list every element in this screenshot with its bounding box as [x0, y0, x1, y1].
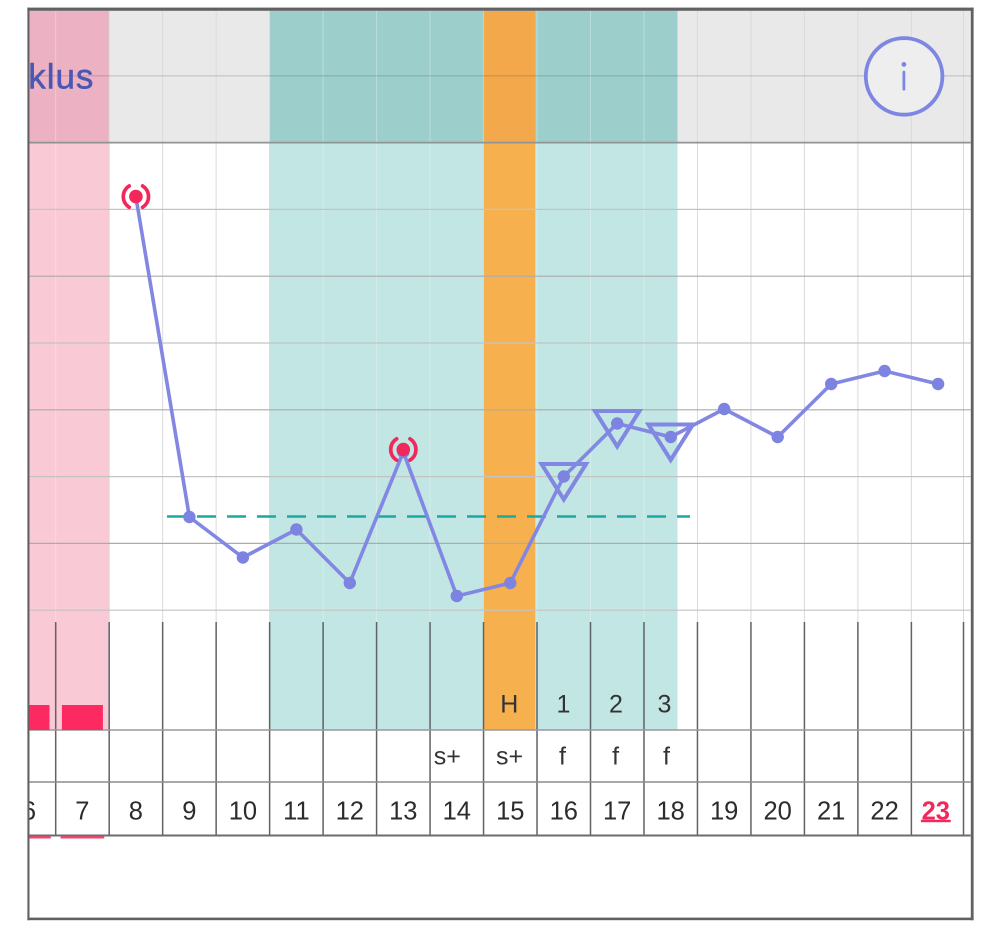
svg-text:11: 11: [283, 797, 309, 825]
svg-text:20: 20: [764, 797, 792, 825]
svg-text:s+: s+: [496, 743, 523, 771]
svg-text:s+: s+: [434, 743, 461, 771]
svg-text:f: f: [559, 743, 566, 771]
svg-text:8: 8: [129, 797, 143, 825]
svg-text:2: 2: [609, 691, 623, 719]
svg-text:14: 14: [443, 797, 471, 825]
svg-text:9: 9: [182, 797, 196, 825]
svg-text:12: 12: [336, 797, 364, 825]
svg-text:f: f: [663, 743, 670, 771]
svg-text:1: 1: [556, 691, 570, 719]
svg-text:21: 21: [817, 797, 845, 825]
svg-text:7: 7: [75, 797, 89, 825]
svg-text:klus: klus: [28, 58, 94, 97]
svg-text:13: 13: [389, 797, 417, 825]
svg-text:16: 16: [550, 797, 578, 825]
svg-text:19: 19: [710, 797, 738, 825]
svg-text:22: 22: [870, 797, 898, 825]
svg-text:10: 10: [229, 797, 257, 825]
svg-text:18: 18: [657, 797, 685, 825]
svg-text:17: 17: [603, 797, 631, 825]
svg-text:15: 15: [496, 797, 524, 825]
svg-text:f: f: [612, 743, 619, 771]
svg-text:6: 6: [22, 797, 36, 825]
svg-text:3: 3: [658, 691, 672, 719]
svg-text:H: H: [500, 691, 518, 719]
